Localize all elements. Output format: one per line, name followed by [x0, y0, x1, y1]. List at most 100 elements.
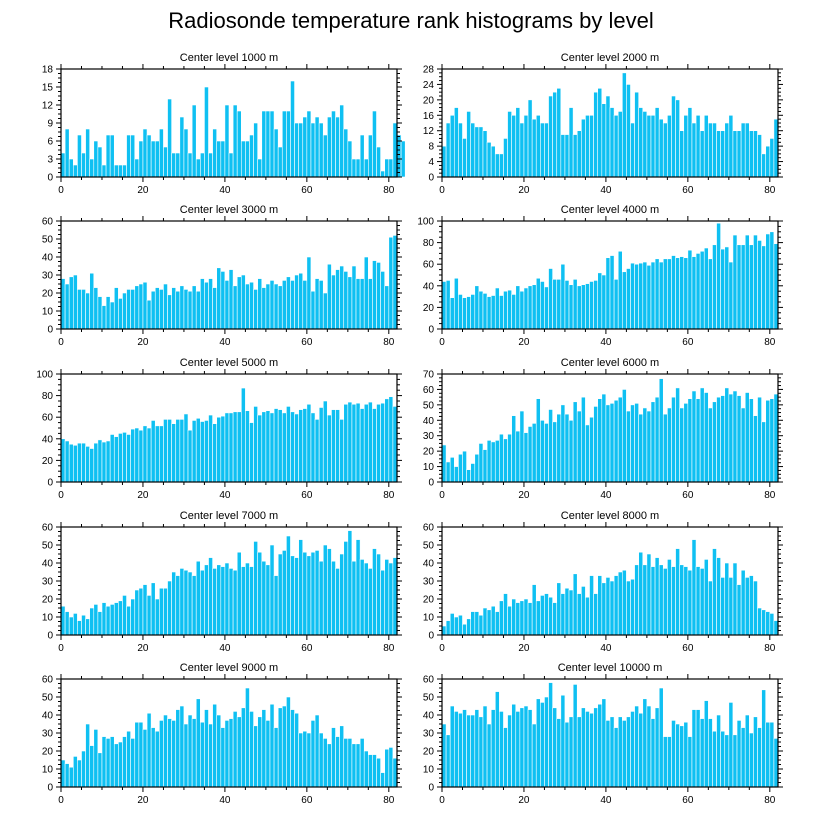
- y-tick-label: 20: [423, 595, 435, 606]
- histogram-bar: [568, 716, 574, 788]
- histogram-bar: [470, 122, 476, 178]
- histogram-bar: [134, 427, 140, 483]
- x-tick-label: 80: [383, 795, 395, 806]
- histogram-bar: [449, 705, 455, 788]
- histogram-bar: [757, 727, 762, 788]
- histogram-bar: [187, 290, 193, 330]
- histogram-bar: [540, 281, 545, 330]
- histogram-bar: [716, 222, 721, 330]
- histogram-bar: [441, 281, 447, 330]
- histogram-bar: [175, 290, 181, 330]
- histogram-bar: [331, 274, 336, 330]
- y-tick-label: 50: [423, 693, 435, 704]
- histogram-bar: [515, 602, 521, 636]
- histogram-bar: [191, 718, 197, 788]
- histogram-bar: [671, 95, 676, 178]
- histogram-bar: [142, 729, 148, 788]
- x-tick-label: 60: [301, 337, 313, 348]
- histogram-bar: [626, 268, 631, 330]
- x-tick-label: 60: [301, 490, 313, 501]
- histogram-bar: [220, 727, 226, 788]
- histogram-bar: [757, 607, 762, 636]
- histogram-bar: [642, 261, 648, 330]
- histogram-bar: [494, 440, 500, 483]
- y-tick-label: 30: [42, 271, 54, 282]
- x-tick-label: 20: [518, 185, 530, 196]
- histogram-bar: [232, 711, 238, 788]
- histogram-bar: [482, 705, 488, 788]
- histogram-bar: [236, 716, 242, 788]
- histogram-bar: [163, 587, 168, 636]
- x-tick-label: 0: [439, 643, 445, 654]
- histogram-panel-1: Center level 1000 m 0 3 6 9 12 15 18 0 20 40 60 80: [42, 52, 406, 196]
- histogram-bar: [89, 607, 95, 636]
- histogram-bar: [712, 401, 717, 483]
- histogram-bar: [761, 245, 767, 330]
- histogram-bar: [310, 122, 316, 178]
- histogram-bar: [150, 290, 156, 330]
- histogram-bar: [453, 107, 459, 178]
- histogram-bar: [118, 298, 123, 330]
- histogram-bar: [339, 265, 345, 330]
- histogram-bar: [175, 709, 181, 788]
- histogram-bar: [593, 707, 599, 788]
- histogram-bar: [449, 114, 455, 178]
- histogram-bar: [531, 118, 537, 178]
- y-tick-label: 60: [423, 385, 435, 396]
- histogram-bar: [699, 130, 705, 178]
- histogram-bar: [249, 422, 254, 483]
- histogram-bar: [273, 575, 279, 636]
- histogram-bar: [548, 95, 553, 178]
- histogram-bar: [191, 420, 197, 483]
- y-tick-label: 10: [42, 765, 54, 776]
- histogram-bar: [462, 450, 467, 483]
- histogram-bar: [179, 705, 185, 788]
- histogram-bar: [368, 134, 373, 178]
- histogram-bar: [474, 285, 480, 330]
- histogram-bar: [81, 152, 86, 178]
- x-tick-label: 40: [219, 490, 231, 501]
- y-tick-label: 10: [42, 307, 54, 318]
- histogram-bar: [105, 134, 111, 178]
- histogram-bar: [667, 258, 672, 330]
- histogram-bar: [167, 718, 172, 788]
- histogram-bar: [679, 256, 685, 330]
- histogram-bar: [72, 444, 78, 483]
- histogram-bar: [712, 730, 717, 788]
- histogram-bar: [638, 413, 644, 483]
- histogram-bar: [445, 461, 451, 483]
- histogram-bar: [175, 575, 181, 636]
- histogram-bar: [453, 711, 459, 788]
- histogram-bar: [179, 116, 185, 178]
- histogram-bar: [167, 419, 172, 483]
- histogram-bar: [159, 720, 164, 788]
- histogram-bar: [699, 250, 705, 330]
- histogram-bar: [236, 551, 242, 636]
- histogram-bar: [376, 262, 381, 330]
- histogram-bar: [187, 429, 193, 483]
- histogram-bar: [142, 425, 148, 483]
- histogram-bar: [740, 569, 746, 636]
- histogram-bar: [167, 294, 172, 330]
- y-tick-label: 12: [42, 101, 54, 112]
- histogram-bar: [343, 403, 349, 483]
- histogram-bar: [101, 305, 107, 330]
- histogram-bar: [212, 703, 218, 788]
- y-tick-label: 0: [47, 783, 53, 794]
- histogram-bar: [740, 122, 746, 178]
- histogram-bar: [122, 736, 127, 788]
- histogram-bar: [150, 420, 156, 483]
- histogram-bar: [376, 553, 381, 636]
- x-tick-label: 20: [518, 490, 530, 501]
- histogram-bar: [613, 279, 619, 330]
- histogram-bar: [560, 593, 566, 636]
- histogram-bar: [503, 593, 508, 636]
- histogram-bar: [212, 568, 218, 636]
- histogram-bar: [712, 548, 717, 636]
- histogram-bar: [761, 609, 767, 636]
- histogram-bar: [269, 544, 275, 636]
- histogram-bar: [298, 122, 304, 178]
- histogram-bar: [703, 114, 709, 178]
- histogram-bar: [646, 410, 652, 483]
- histogram-bar: [331, 110, 336, 178]
